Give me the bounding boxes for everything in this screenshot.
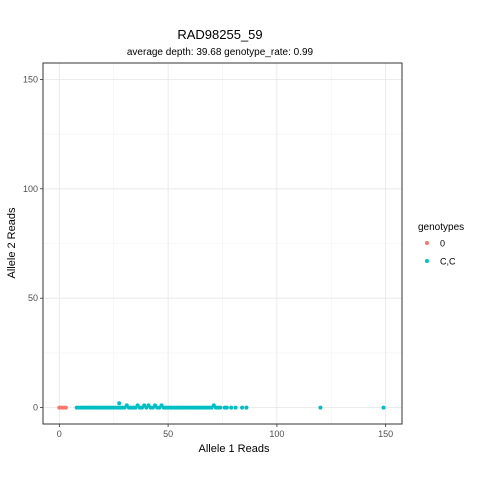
legend-key bbox=[425, 259, 429, 263]
y-axis: 0 50 100 150 bbox=[23, 74, 43, 413]
legend-label: C,C bbox=[440, 257, 456, 267]
y-tick-label: 100 bbox=[23, 184, 38, 194]
data-point-series-1 bbox=[381, 405, 386, 410]
legend-items: 0 C,C bbox=[425, 239, 456, 267]
legend: genotypes 0 C,C bbox=[418, 222, 464, 267]
data-point-series-1 bbox=[233, 405, 238, 410]
plot-panel bbox=[42, 62, 403, 425]
x-tick-label: 100 bbox=[269, 429, 284, 439]
x-axis-label: Allele 1 Reads bbox=[199, 443, 270, 455]
data-point-series-1 bbox=[318, 405, 323, 410]
data-point-series-1 bbox=[240, 405, 245, 410]
x-axis: 0 50 100 150 bbox=[57, 424, 393, 439]
data-point-series-1 bbox=[229, 405, 234, 410]
data-point-series-1 bbox=[224, 405, 229, 410]
chart-title: RAD98255_59 bbox=[177, 27, 262, 42]
y-tick-label: 50 bbox=[28, 293, 38, 303]
x-tick-label: 0 bbox=[57, 429, 62, 439]
chart-subtitle: average depth: 39.68 genotype_rate: 0.99 bbox=[127, 47, 314, 58]
y-tick-label: 0 bbox=[33, 403, 38, 413]
data-point-series-1 bbox=[117, 401, 122, 406]
legend-label: 0 bbox=[440, 239, 445, 249]
panel-border bbox=[42, 62, 403, 425]
data-point-series-1 bbox=[218, 405, 223, 410]
legend-key bbox=[425, 241, 429, 245]
data-point-series-1 bbox=[244, 405, 249, 410]
x-tick-label: 150 bbox=[378, 429, 393, 439]
y-axis-label: Allele 2 Reads bbox=[6, 207, 18, 278]
x-tick-label: 50 bbox=[163, 429, 173, 439]
legend-title: genotypes bbox=[418, 222, 464, 233]
data-points bbox=[57, 401, 386, 410]
y-tick-label: 150 bbox=[23, 74, 38, 84]
data-point-series-0 bbox=[63, 405, 68, 410]
